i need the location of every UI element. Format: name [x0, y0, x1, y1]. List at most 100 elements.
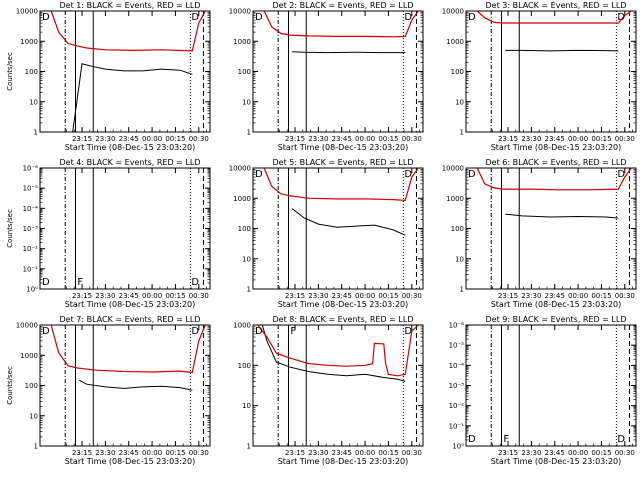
y-tick-label: 10 — [29, 412, 38, 420]
x-axis-label: Start Time (08-Dec-15 23:03:20) — [278, 300, 409, 309]
event-marker-d: D — [617, 434, 625, 445]
lld-series-line — [50, 324, 206, 374]
x-tick-label: 23:45 — [545, 292, 565, 300]
x-tick-label: 23:15 — [285, 292, 305, 300]
y-tick-label: 100 — [451, 225, 464, 233]
panel-title: Det 5: BLACK = Events, RED = LLD — [273, 158, 414, 167]
event-marker-d: D — [617, 169, 625, 180]
x-tick-label: 23:15 — [72, 292, 92, 300]
x-tick-label: 23:30 — [521, 135, 541, 143]
x-tick-label: 23:45 — [332, 292, 352, 300]
y-tick-label: 10 — [29, 98, 38, 106]
y-tick-label: 10 — [455, 98, 464, 106]
x-tick-label: 23:45 — [119, 292, 139, 300]
x-tick-label: 00:15 — [165, 449, 185, 457]
event-marker-f: F — [290, 326, 296, 337]
events-series-line — [505, 213, 619, 219]
y-axis-label: Counts/sec — [6, 52, 14, 91]
panel-title: Det 2: BLACK = Events, RED = LLD — [273, 1, 414, 10]
x-tick-label: 00:00 — [142, 135, 162, 143]
event-marker-f: F — [503, 434, 509, 445]
y-tick-label: 1000 — [20, 352, 38, 360]
event-marker-d: D — [617, 12, 625, 23]
x-tick-label: 23:45 — [545, 135, 565, 143]
x-tick-label: 23:15 — [72, 135, 92, 143]
x-tick-label: 00:30 — [402, 292, 422, 300]
event-marker-d: D — [255, 12, 263, 23]
x-tick-label: 00:30 — [189, 449, 209, 457]
events-series-line — [78, 379, 193, 391]
x-tick-label: 00:15 — [165, 135, 185, 143]
x-tick-label: 23:45 — [332, 135, 352, 143]
y-tick-label: 10⁻³ — [23, 225, 39, 233]
y-tick-label: 1 — [460, 129, 464, 137]
x-tick-label: 23:15 — [498, 135, 518, 143]
event-marker-d: D — [191, 277, 199, 288]
events-series-line — [63, 63, 193, 133]
y-tick-label: 10⁻⁴ — [23, 205, 39, 213]
y-tick-label: 1 — [247, 129, 251, 137]
x-tick-label: 23:30 — [95, 449, 115, 457]
y-tick-label: 10⁻⁵ — [449, 342, 465, 350]
x-tick-label: 23:30 — [308, 449, 328, 457]
x-axis-label: Start Time (08-Dec-15 23:03:20) — [278, 457, 409, 466]
panel-title: Det 6: BLACK = Events, RED = LLD — [486, 158, 627, 167]
x-tick-label: 00:00 — [568, 135, 588, 143]
y-tick-label: 10⁻² — [23, 245, 39, 253]
lld-series-line — [263, 167, 419, 202]
y-tick-label: 100 — [238, 225, 251, 233]
event-marker-d: D — [42, 326, 50, 337]
y-tick-label: 10⁻¹ — [23, 265, 39, 273]
y-tick-label: 10 — [455, 255, 464, 263]
y-tick-label: 1 — [34, 129, 38, 137]
event-marker-d: D — [42, 12, 50, 23]
x-axis-label: Start Time (08-Dec-15 23:03:20) — [491, 300, 622, 309]
event-marker-d: D — [468, 12, 476, 23]
x-tick-label: 23:30 — [521, 292, 541, 300]
y-tick-label: 1000 — [446, 195, 464, 203]
y-tick-label: 10 — [242, 98, 251, 106]
events-series-line — [292, 51, 406, 54]
x-tick-label: 00:00 — [355, 135, 375, 143]
y-tick-label: 1000 — [233, 195, 251, 203]
y-tick-label: 10000 — [16, 8, 38, 16]
y-tick-label: 1000 — [446, 38, 464, 46]
y-tick-label: 1000 — [20, 38, 38, 46]
x-tick-label: 23:30 — [308, 292, 328, 300]
x-tick-label: 00:15 — [591, 135, 611, 143]
panel-title: Det 9: BLACK = Events, RED = LLD — [486, 315, 627, 324]
y-tick-label: 10⁰ — [26, 286, 38, 294]
x-tick-label: 00:00 — [355, 292, 375, 300]
x-tick-label: 23:15 — [285, 449, 305, 457]
panel-title: Det 4: BLACK = Events, RED = LLD — [60, 158, 201, 167]
lld-series-line — [257, 324, 419, 377]
x-tick-label: 00:15 — [378, 135, 398, 143]
y-tick-label: 10000 — [229, 165, 251, 173]
x-tick-label: 23:15 — [498, 449, 518, 457]
y-tick-label: 10⁻¹ — [449, 422, 465, 430]
x-tick-label: 23:45 — [119, 449, 139, 457]
event-marker-d: D — [191, 326, 199, 337]
x-tick-label: 23:45 — [332, 449, 352, 457]
event-marker-d: D — [404, 12, 412, 23]
x-tick-label: 00:30 — [615, 135, 635, 143]
plot-frame — [252, 324, 424, 447]
event-marker-d: D — [404, 326, 412, 337]
y-tick-label: 100 — [238, 68, 251, 76]
event-marker-f: F — [77, 277, 83, 288]
events-series-line — [291, 208, 406, 236]
event-marker-d: D — [255, 326, 263, 337]
x-axis-label: Start Time (08-Dec-15 23:03:20) — [65, 457, 196, 466]
x-tick-label: 00:30 — [189, 292, 209, 300]
y-axis-label: Counts/sec — [6, 209, 14, 248]
y-tick-label: 1 — [247, 443, 251, 451]
x-axis-label: Start Time (08-Dec-15 23:03:20) — [491, 143, 622, 152]
y-tick-label: 10⁻² — [449, 402, 465, 410]
lld-series-line — [476, 10, 632, 24]
y-axis-label: Counts/sec — [6, 366, 14, 405]
y-tick-label: 1 — [34, 443, 38, 451]
y-tick-label: 10000 — [16, 322, 38, 330]
event-marker-d: D — [468, 434, 476, 445]
event-marker-d: D — [191, 12, 199, 23]
